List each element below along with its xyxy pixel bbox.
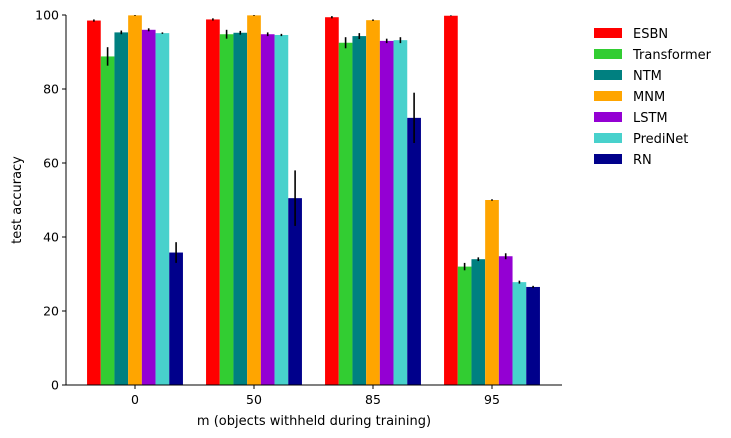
y-tick-label-40: 40 [43, 230, 59, 245]
bar-mnm-50 [247, 15, 261, 385]
bar-rn-50 [288, 198, 302, 385]
bar-ntm-95 [471, 259, 486, 385]
bar-predinet-50 [274, 34, 289, 385]
y-tick-label-0: 0 [51, 378, 59, 393]
bar-predinet-0 [155, 33, 170, 385]
bar-lstm-0 [141, 29, 156, 385]
bar-mnm-85 [366, 20, 380, 385]
legend-label-mnm: MNM [633, 90, 665, 105]
bar-esbn-85 [325, 17, 339, 385]
bars-layer [87, 15, 540, 385]
bar-esbn-50 [206, 19, 220, 385]
legend-swatch-rn [594, 154, 622, 164]
bar-esbn-95 [444, 15, 458, 385]
bar-rn-85 [407, 117, 421, 385]
bar-transformer-50 [219, 34, 234, 385]
x-tick-label-50: 50 [246, 392, 262, 407]
x-axis-label: m (objects withheld during training) [197, 414, 431, 429]
x-tick-label-85: 85 [365, 392, 381, 407]
legend-label-rn: RN [633, 153, 652, 168]
bar-lstm-95 [498, 256, 513, 385]
legend-label-predinet: PrediNet [633, 132, 688, 147]
legend-swatch-transformer [594, 49, 622, 59]
bar-lstm-50 [260, 34, 275, 385]
bar-mnm-95 [485, 200, 499, 385]
error-bars-layer [93, 15, 534, 289]
legend-swatch-esbn [594, 28, 622, 38]
x-tick-label-0: 0 [131, 392, 139, 407]
ticks-layer: 0 20 40 60 80 100 0 50 85 95 [35, 8, 500, 408]
bar-ntm-85 [352, 36, 367, 385]
bar-esbn-0 [87, 20, 101, 385]
y-tick-label-20: 20 [43, 304, 59, 319]
y-tick-label-60: 60 [43, 156, 59, 171]
bar-rn-0 [169, 252, 183, 385]
legend-label-esbn: ESBN [633, 27, 668, 42]
x-tick-label-95: 95 [484, 392, 500, 407]
legend-swatch-lstm [594, 112, 622, 122]
bar-ntm-50 [233, 32, 248, 385]
bar-lstm-85 [379, 40, 394, 385]
legend-label-ntm: NTM [633, 69, 662, 84]
legend-swatch-ntm [594, 70, 622, 80]
bar-transformer-85 [338, 42, 353, 385]
axes-layer [65, 15, 562, 386]
bar-ntm-0 [114, 32, 129, 385]
y-tick-label-80: 80 [43, 82, 59, 97]
bar-transformer-95 [457, 266, 472, 385]
legend-swatch-mnm [594, 91, 622, 101]
legend-swatch-predinet [594, 133, 622, 143]
bar-transformer-0 [100, 56, 115, 385]
legend-label-lstm: LSTM [633, 111, 668, 126]
y-tick-label-100: 100 [35, 8, 59, 23]
legend-label-transformer: Transformer [632, 48, 712, 63]
bar-predinet-85 [393, 40, 408, 385]
legend: ESBN Transformer NTM MNM LSTM PrediNet RN [594, 27, 712, 168]
y-axis-label: test accuracy [10, 156, 25, 244]
bar-predinet-95 [512, 282, 527, 385]
bar-rn-95 [526, 286, 540, 385]
bar-mnm-0 [128, 15, 142, 385]
